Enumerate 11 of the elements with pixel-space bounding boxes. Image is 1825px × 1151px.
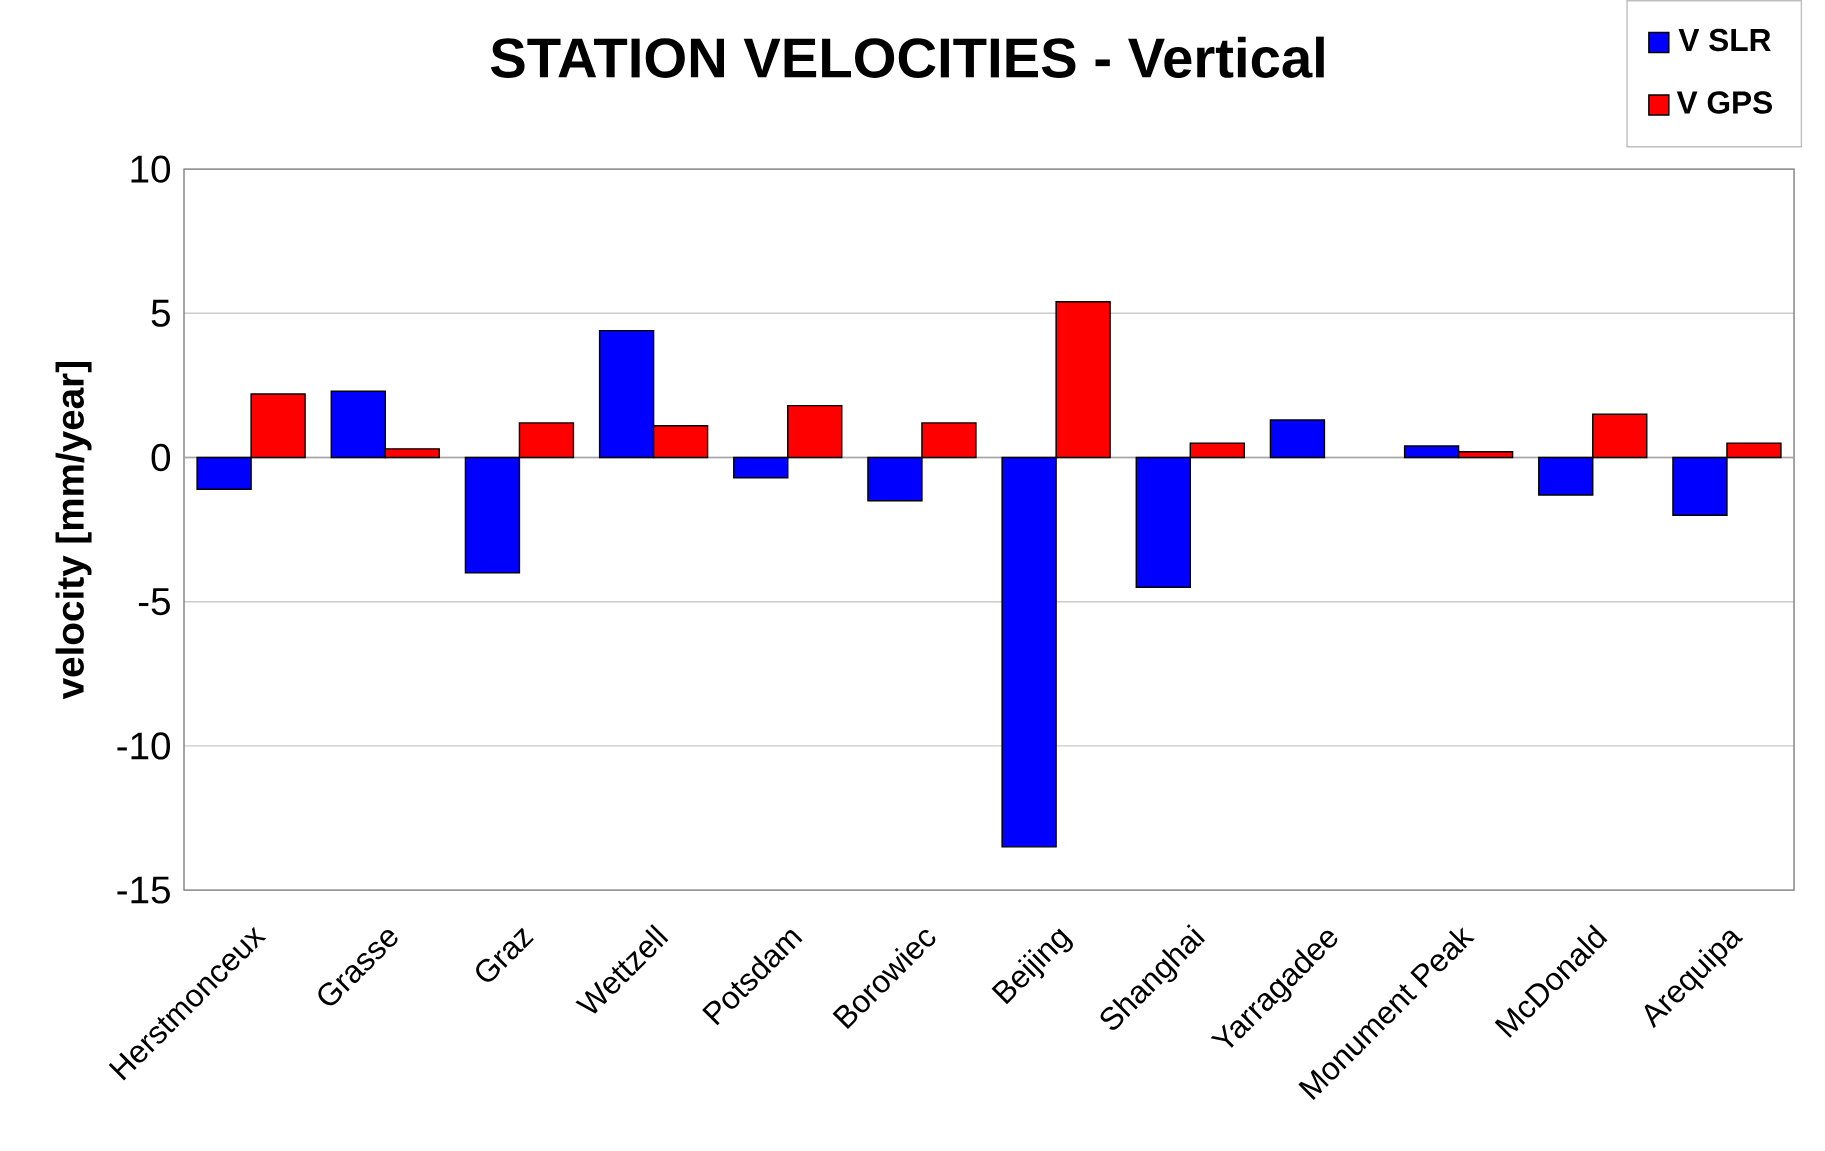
chart-title: STATION VELOCITIES - Vertical <box>490 36 1324 78</box>
legend-label: V GPS <box>1676 91 1772 114</box>
y-tick-label: 5 <box>151 299 170 327</box>
y-tick-label: -5 <box>138 588 170 616</box>
y-axis-title: velocity [mm/year] <box>55 362 92 700</box>
y-tick-label: 0 <box>151 443 171 472</box>
y-tick-label: -10 <box>117 732 171 760</box>
y-tick-label: -15 <box>117 876 170 904</box>
legend-label: V SLR <box>1678 28 1771 52</box>
bar <box>1269 419 1326 459</box>
y-tick-label: 10 <box>131 155 171 183</box>
